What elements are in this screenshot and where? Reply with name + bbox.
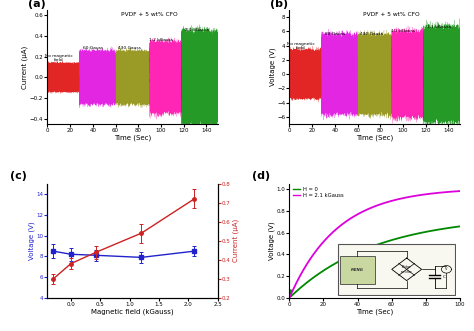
X-axis label: Time (Sec): Time (Sec): [356, 135, 393, 141]
Text: 430 Gauss: 430 Gauss: [118, 46, 141, 50]
Y-axis label: Voltage (V): Voltage (V): [269, 221, 275, 260]
Y-axis label: Voltage (V): Voltage (V): [269, 48, 276, 86]
Text: 430 Gauss: 430 Gauss: [360, 32, 383, 36]
Text: 2.1 kGauss: 2.1 kGauss: [185, 28, 210, 32]
X-axis label: Time (Sec): Time (Sec): [356, 308, 393, 315]
Text: No magnetic
field: No magnetic field: [287, 42, 315, 50]
X-axis label: Time (Sec): Time (Sec): [114, 135, 151, 141]
Text: PVDF + 5 wt% CFO: PVDF + 5 wt% CFO: [121, 12, 178, 17]
Text: PVDF + 5 wt% CFO: PVDF + 5 wt% CFO: [363, 12, 420, 17]
Legend: H = 0, H = 2.1 kGauss: H = 0, H = 2.1 kGauss: [292, 186, 344, 198]
Text: 1.2 kGauss: 1.2 kGauss: [149, 38, 173, 42]
X-axis label: Magnetic field (kGauss): Magnetic field (kGauss): [91, 308, 174, 315]
Text: 1.2 kGauss: 1.2 kGauss: [391, 29, 415, 33]
Text: No magnetic
field: No magnetic field: [45, 54, 73, 62]
Text: 60 Gauss: 60 Gauss: [83, 46, 103, 50]
Text: (c): (c): [10, 171, 27, 181]
Text: 60 Gauss: 60 Gauss: [325, 32, 345, 36]
Text: (b): (b): [270, 0, 288, 9]
Y-axis label: Current (μA): Current (μA): [232, 219, 238, 262]
Y-axis label: Voltage (V): Voltage (V): [28, 221, 35, 260]
Y-axis label: Current (μA): Current (μA): [22, 45, 28, 89]
Text: (d): (d): [252, 171, 270, 181]
Text: 2.1 kGauss: 2.1 kGauss: [428, 25, 451, 29]
Text: (a): (a): [28, 0, 46, 9]
